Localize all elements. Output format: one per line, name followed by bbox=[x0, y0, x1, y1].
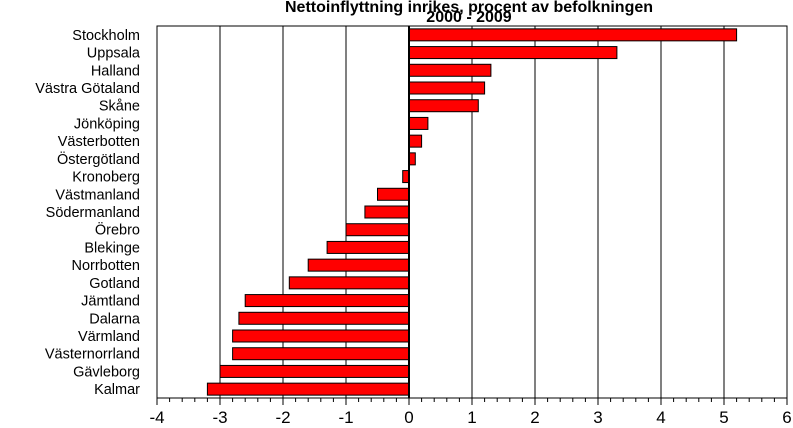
category-label: Gotland bbox=[89, 276, 140, 292]
category-label: Västmanland bbox=[55, 187, 140, 203]
bar bbox=[244, 294, 410, 308]
x-tick-label: -3 bbox=[212, 408, 227, 427]
chart-title: Nettoinflyttning inrikes, procent av bef… bbox=[285, 0, 653, 16]
bar bbox=[307, 258, 410, 272]
x-tick-label: 2 bbox=[530, 408, 539, 427]
category-label: Norrbotten bbox=[71, 258, 140, 274]
chart-subtitle: 2000 - 2009 bbox=[426, 9, 512, 26]
x-tick-label: -2 bbox=[275, 408, 290, 427]
bar bbox=[408, 134, 423, 148]
category-label: Västra Götaland bbox=[35, 81, 140, 97]
bar bbox=[219, 364, 410, 378]
bar bbox=[345, 223, 410, 237]
category-label: Södermanland bbox=[46, 205, 140, 221]
bar bbox=[408, 28, 738, 42]
bar bbox=[408, 81, 486, 95]
category-label: Värmland bbox=[78, 329, 140, 345]
category-label: Gävleborg bbox=[73, 364, 140, 380]
x-tick-label: 3 bbox=[593, 408, 602, 427]
bar bbox=[326, 240, 410, 254]
category-label: Dalarna bbox=[89, 311, 141, 327]
bar bbox=[377, 187, 410, 201]
category-label: Skåne bbox=[99, 99, 140, 115]
bar bbox=[408, 46, 618, 60]
bar bbox=[232, 347, 410, 361]
bar bbox=[408, 63, 492, 77]
bar bbox=[408, 99, 479, 113]
bar bbox=[288, 276, 410, 290]
bar bbox=[408, 116, 429, 130]
category-label: Kalmar bbox=[94, 382, 140, 398]
category-label: Västerbotten bbox=[58, 134, 140, 150]
x-tick-label: 1 bbox=[467, 408, 476, 427]
category-label: Uppsala bbox=[87, 46, 141, 62]
x-tick-label: -4 bbox=[149, 408, 164, 427]
category-label: Stockholm bbox=[72, 28, 140, 44]
bar bbox=[206, 382, 410, 396]
x-tick-label: 6 bbox=[782, 408, 791, 427]
category-label: Jönköping bbox=[74, 116, 140, 132]
bar bbox=[238, 311, 410, 325]
category-label: Västernorrland bbox=[45, 347, 140, 363]
x-tick-label: 5 bbox=[719, 408, 728, 427]
bar bbox=[232, 329, 410, 343]
x-tick-label: -1 bbox=[338, 408, 353, 427]
category-label: Blekinge bbox=[84, 240, 140, 256]
bar bbox=[364, 205, 410, 219]
x-tick-label: 4 bbox=[656, 408, 665, 427]
category-label: Halland bbox=[91, 63, 140, 79]
category-label: Östergötland bbox=[57, 150, 140, 168]
category-label: Kronoberg bbox=[72, 170, 140, 186]
x-tick-label: 0 bbox=[404, 408, 413, 427]
category-label: Jämtland bbox=[81, 294, 140, 310]
category-label: Örebro bbox=[95, 221, 140, 239]
